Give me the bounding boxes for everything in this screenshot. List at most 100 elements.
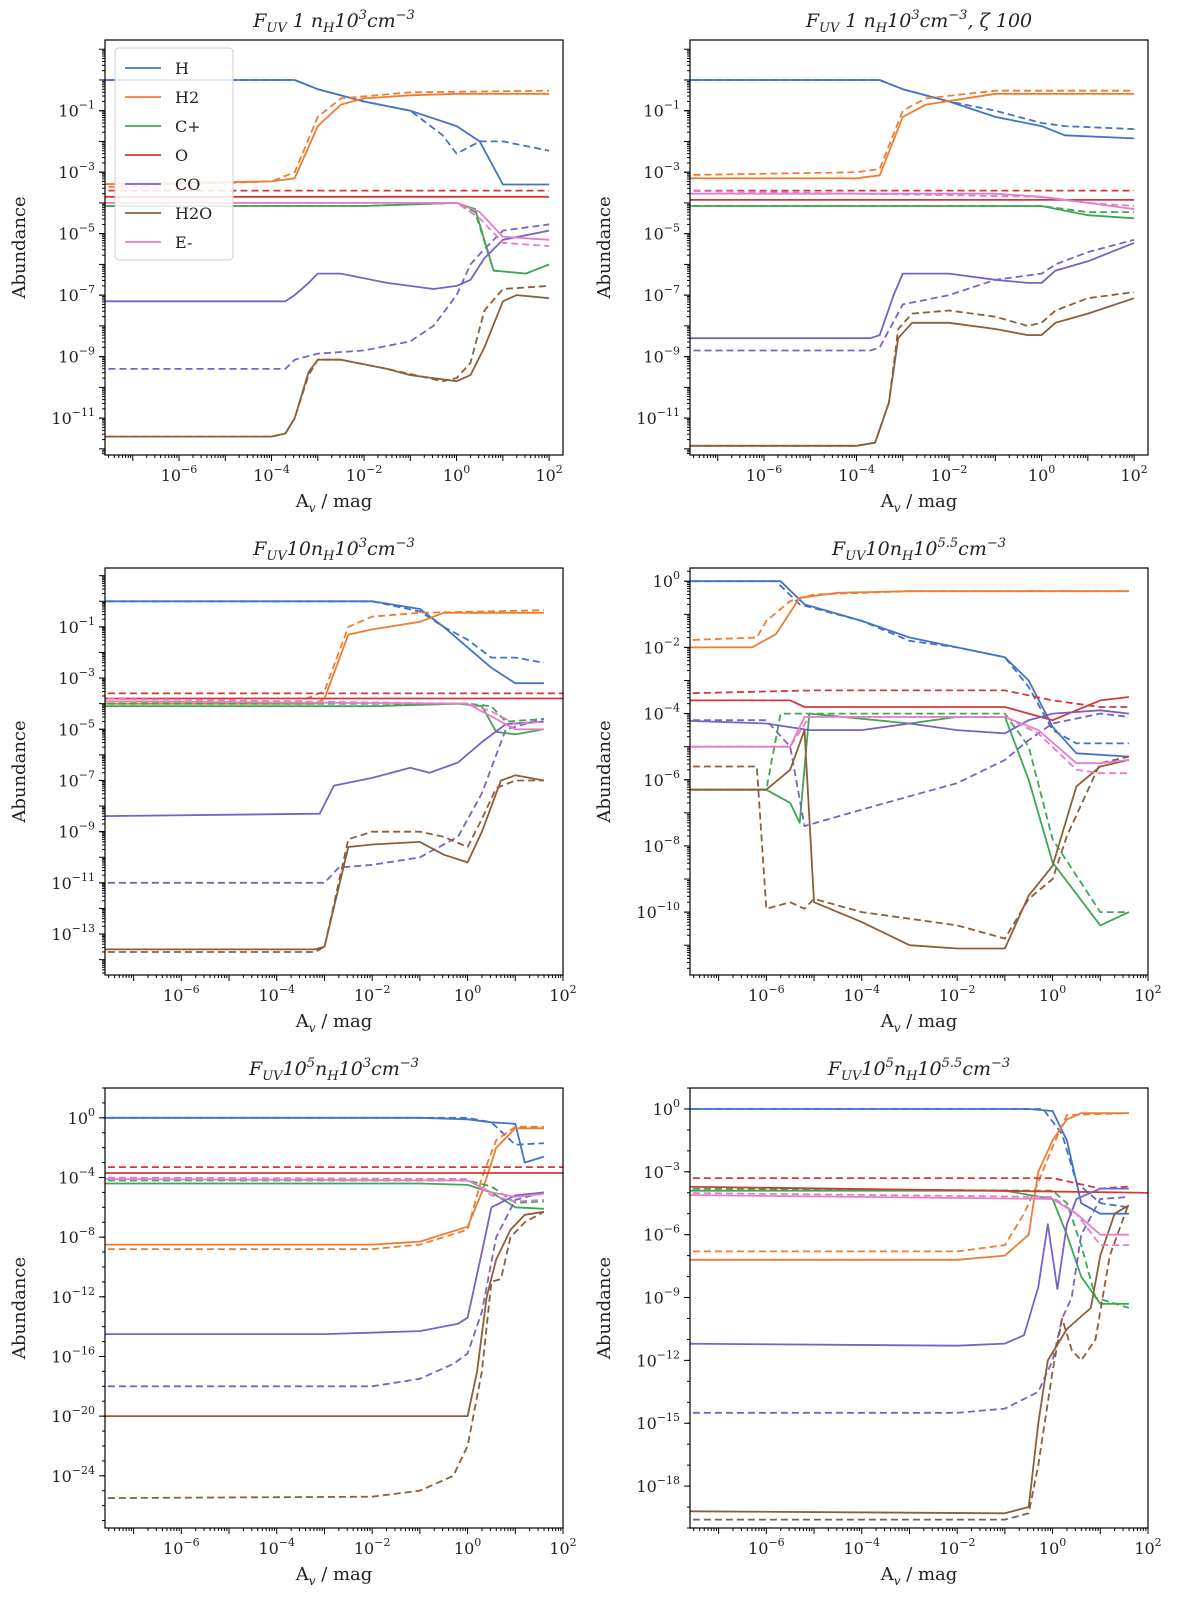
y-tick-label: 10−3 xyxy=(643,160,680,182)
y-tick-label: 10−7 xyxy=(58,768,95,790)
y-axis-label: Abundance xyxy=(594,196,615,299)
y-tick-label: 10−11 xyxy=(51,871,95,893)
series-line-e-solid xyxy=(105,1178,544,1198)
plot-frame xyxy=(104,39,564,456)
series-line-h2-solid xyxy=(690,1112,1129,1261)
series-line-h2-solid xyxy=(690,590,1129,649)
series-line-h2o-solid xyxy=(690,297,1135,447)
legend-label: C+ xyxy=(175,117,201,136)
series-line-h-dashed xyxy=(690,580,1129,745)
y-tick-label: 10−7 xyxy=(58,283,95,305)
y-tick-label: 10−3 xyxy=(58,666,95,688)
series-line-h2o-dashed xyxy=(690,755,1130,940)
y-tick-label: 10−9 xyxy=(58,820,95,842)
chart-panel-3: 10−6 10−4 10−2 100 102 10−13 10−11 10−9 10−7 10−5… xyxy=(9,536,577,1035)
y-tick-label: 10−15 xyxy=(636,1411,680,1433)
y-tick-label: 10−3 xyxy=(58,160,95,182)
y-tick-label: 10−2 xyxy=(643,635,680,657)
x-tick-label: 100 xyxy=(443,463,470,485)
series-line-co-solid xyxy=(690,242,1135,340)
x-tick-label: 10−6 xyxy=(163,1536,200,1558)
y-tick-label: 10−9 xyxy=(58,345,95,367)
legend-label: CO xyxy=(175,175,200,194)
y-tick-label: 10−9 xyxy=(643,1286,680,1308)
series-line-h-solid xyxy=(690,1108,1129,1215)
x-tick-label: 10−4 xyxy=(838,463,875,485)
series-line-h2o-dashed xyxy=(690,291,1135,447)
series-line-co-dashed xyxy=(105,1191,545,1388)
series-line-h-dashed xyxy=(690,79,1135,130)
series-line-h2o-dashed xyxy=(105,285,550,438)
x-tick-label: 102 xyxy=(549,1536,576,1558)
series-line-h2-solid xyxy=(105,1127,544,1246)
y-tick-label: 10−11 xyxy=(636,406,680,428)
series-line-co-dashed xyxy=(690,238,1135,352)
y-tick-label: 10−10 xyxy=(636,900,680,922)
series-line-e-solid xyxy=(690,1194,1129,1236)
y-tick-label: 10−16 xyxy=(51,1344,95,1366)
series-line-e-solid xyxy=(105,202,550,241)
series-line-co-solid xyxy=(105,1191,544,1335)
y-axis-label: Abundance xyxy=(9,1257,30,1360)
y-tick-label: 10−3 xyxy=(643,1160,680,1182)
y-tick-label: 10−12 xyxy=(51,1285,95,1307)
x-tick-label: 10−4 xyxy=(843,983,880,1005)
series-line-h2o-solid xyxy=(105,294,550,438)
x-tick-label: 10−2 xyxy=(939,1536,976,1558)
y-tick-label: 100 xyxy=(68,1106,95,1128)
y-tick-label: 10−11 xyxy=(51,406,95,428)
series-line-c-dashed xyxy=(690,712,1129,913)
y-tick-label: 10−5 xyxy=(58,222,95,244)
x-tick-label: 102 xyxy=(535,463,562,485)
y-tick-label: 10−12 xyxy=(636,1348,680,1370)
series-group xyxy=(690,79,1135,447)
series-line-c-solid xyxy=(105,1182,544,1210)
y-tick-label: 10−1 xyxy=(58,615,95,637)
legend-label: E- xyxy=(175,233,192,252)
y-tick-label: 10−5 xyxy=(643,222,680,244)
series-line-co-dashed xyxy=(105,223,550,370)
x-axis-label: Av / mag xyxy=(295,1564,373,1588)
legend-label: O xyxy=(175,146,188,165)
series-line-o-dashed xyxy=(690,1177,1129,1190)
plot-frame xyxy=(689,39,1149,456)
series-line-c-solid xyxy=(690,712,1130,927)
series-line-h2o-solid xyxy=(105,1210,545,1417)
series-line-co-solid xyxy=(105,229,550,303)
series-line-h2-dashed xyxy=(105,609,544,705)
series-line-c-solid xyxy=(105,702,545,736)
y-axis-label: Abundance xyxy=(9,196,30,299)
chart-panel-2: 10−6 10−4 10−2 100 102 10−11 10−9 10−7 10−5 10−3 1… xyxy=(594,8,1149,515)
series-line-c-solid xyxy=(690,1189,1129,1305)
x-tick-label: 10−2 xyxy=(931,463,968,485)
y-axis-label: Abundance xyxy=(9,720,30,823)
x-tick-label: 10−6 xyxy=(748,983,785,1005)
series-line-o-solid xyxy=(690,1185,1148,1194)
x-tick-label: 100 xyxy=(1039,1536,1066,1558)
series-line-co-dashed xyxy=(105,718,545,884)
series-line-h-solid xyxy=(690,580,1129,758)
series-line-h-solid xyxy=(105,1116,545,1164)
x-tick-label: 10−6 xyxy=(746,463,783,485)
plot-frame xyxy=(689,1087,1149,1529)
chart-title: FUV10nH103cm−3 xyxy=(252,536,415,564)
legend-label: H xyxy=(175,59,189,78)
x-tick-label: 100 xyxy=(454,983,481,1005)
chart-panel-1: 10−6 10−4 10−2 100 102 10−11 10−9 10−7 10−5 10−3 1… xyxy=(9,8,564,515)
x-tick-label: 100 xyxy=(1039,983,1066,1005)
series-line-h-solid xyxy=(105,600,544,685)
series-group xyxy=(690,1108,1148,1521)
y-tick-label: 10−20 xyxy=(51,1404,95,1426)
x-axis-label: Av / mag xyxy=(880,1564,958,1588)
series-line-e-solid xyxy=(690,716,1130,765)
series-line-h2-solid xyxy=(690,92,1135,180)
series-line-h2-dashed xyxy=(690,1112,1129,1253)
series-group xyxy=(105,1116,563,1499)
series-line-h-solid xyxy=(105,79,550,186)
series-line-h2-solid xyxy=(105,92,550,186)
series-line-o-solid xyxy=(690,696,1130,722)
series-line-e-dashed xyxy=(105,1176,544,1203)
y-tick-label: 100 xyxy=(653,1097,680,1119)
chart-title: FUV 1 nH103cm−3 xyxy=(252,8,415,36)
x-tick-label: 10−4 xyxy=(843,1536,880,1558)
